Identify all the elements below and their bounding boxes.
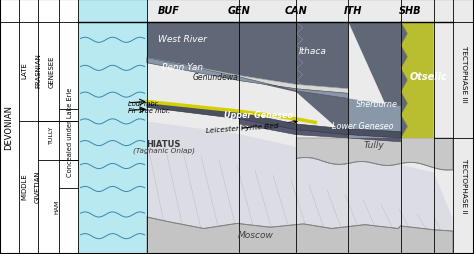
Text: TULLY: TULLY — [49, 125, 54, 144]
Text: Penn Yan: Penn Yan — [162, 63, 203, 72]
Text: Moscow: Moscow — [238, 230, 274, 240]
Polygon shape — [147, 102, 401, 138]
Text: BUF: BUF — [157, 6, 179, 16]
Polygon shape — [147, 122, 453, 254]
Text: ITH: ITH — [344, 6, 362, 16]
Text: Lodi mbr.: Lodi mbr. — [128, 100, 159, 106]
Text: CAN: CAN — [285, 6, 308, 16]
Text: Lower Geneseo: Lower Geneseo — [332, 121, 393, 130]
Text: MIDDLE: MIDDLE — [22, 172, 27, 199]
Polygon shape — [239, 119, 401, 142]
Text: TECTOPHASE II: TECTOPHASE II — [461, 158, 466, 213]
Polygon shape — [401, 23, 434, 138]
Text: GIVETIAN: GIVETIAN — [35, 169, 41, 202]
Text: Sherburne: Sherburne — [356, 100, 398, 109]
Text: Genundewa: Genundewa — [193, 73, 238, 82]
Polygon shape — [147, 217, 453, 254]
Polygon shape — [147, 23, 303, 93]
Text: SHB: SHB — [399, 6, 421, 16]
Text: Tully: Tully — [364, 140, 385, 149]
Text: Upper Geneseo: Upper Geneseo — [224, 110, 293, 119]
Polygon shape — [296, 23, 407, 138]
Text: Fir Tree mbr.: Fir Tree mbr. — [128, 108, 170, 114]
Text: DEVONIAN: DEVONIAN — [4, 105, 13, 149]
Text: West River: West River — [158, 35, 207, 44]
Text: HIATUS: HIATUS — [146, 139, 181, 148]
Text: Ithaca: Ithaca — [299, 46, 327, 55]
Polygon shape — [78, 0, 147, 254]
Text: Leicester Pyrite Bed: Leicester Pyrite Bed — [205, 122, 278, 133]
Text: HAM: HAM — [55, 199, 59, 213]
Text: (Taghanic Onlap): (Taghanic Onlap) — [133, 147, 194, 154]
Text: GENESEE: GENESEE — [48, 55, 54, 87]
Polygon shape — [147, 0, 474, 254]
Text: Concealed under Lake Erie: Concealed under Lake Erie — [67, 88, 73, 177]
Polygon shape — [348, 99, 401, 138]
Text: TECTOPHASE III: TECTOPHASE III — [461, 45, 466, 102]
Text: LATE: LATE — [22, 61, 27, 78]
Polygon shape — [147, 58, 348, 94]
Text: GEN: GEN — [228, 6, 251, 16]
Text: Otselic: Otselic — [410, 71, 448, 81]
Polygon shape — [147, 58, 348, 99]
Text: FRASNIAN: FRASNIAN — [35, 53, 41, 87]
Polygon shape — [296, 138, 453, 170]
